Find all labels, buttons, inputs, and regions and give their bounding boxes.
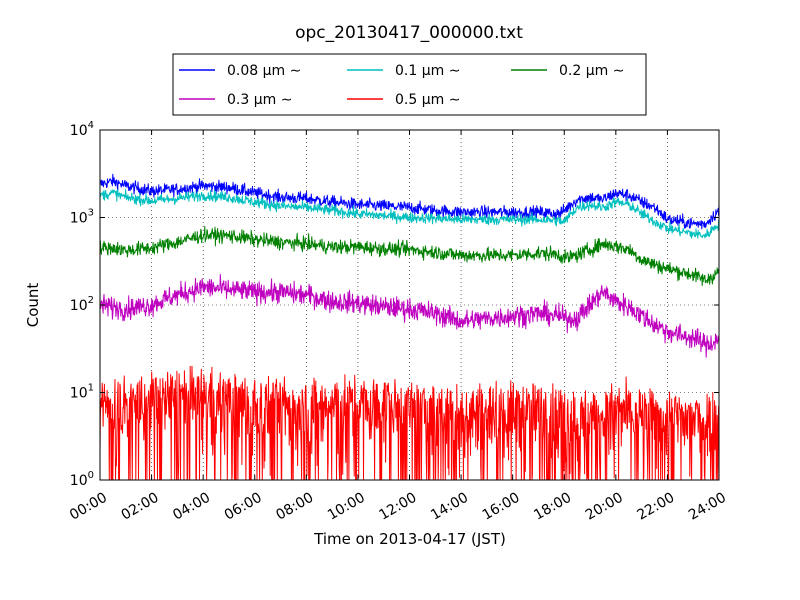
series-line	[100, 173, 719, 230]
legend-box	[172, 53, 647, 116]
x-tick-label: 06:00	[222, 490, 265, 524]
series-line	[100, 225, 719, 287]
y-tick-label: 103	[70, 208, 94, 227]
y-tick-label: 100	[70, 470, 94, 489]
y-tick-label: 101	[70, 383, 94, 402]
x-tick-label: 24:00	[686, 490, 729, 524]
y-axis-label: Count	[24, 283, 42, 328]
x-tick-label: 14:00	[428, 490, 471, 524]
x-tick-label: 04:00	[170, 490, 213, 524]
x-tick-label: 22:00	[634, 490, 677, 524]
x-tick-label: 02:00	[119, 490, 162, 524]
legend-label: 0.2 μm ∼	[559, 63, 624, 79]
series-line	[100, 189, 719, 239]
x-tick-label: 16:00	[480, 490, 523, 524]
legend-label: 0.3 μm ∼	[227, 92, 292, 108]
x-tick-label: 12:00	[377, 490, 420, 524]
chart-title: opc_20130417_000000.txt	[295, 23, 523, 43]
x-tick-label: 20:00	[583, 490, 626, 524]
legend-label: 0.08 μm ∼	[227, 63, 301, 79]
x-tick-label: 18:00	[531, 490, 574, 524]
x-tick-label: 10:00	[325, 490, 368, 524]
y-tick-label: 104	[70, 120, 94, 139]
legend-label: 0.5 μm ∼	[395, 92, 460, 108]
x-tick-label: 00:00	[67, 490, 110, 524]
x-tick-label: 08:00	[273, 490, 316, 524]
x-axis-label: Time on 2013-04-17 (JST)	[313, 530, 506, 548]
series-line	[100, 273, 719, 358]
series-layer	[100, 173, 719, 480]
y-tick-label: 102	[70, 295, 94, 314]
legend: 0.08 μm ∼ 0.1 μm ∼ 0.2 μm ∼ 0.3 μm ∼ 0.5 μm …	[172, 53, 647, 116]
series-line	[100, 365, 719, 480]
legend-label: 0.1 μm ∼	[395, 63, 460, 79]
